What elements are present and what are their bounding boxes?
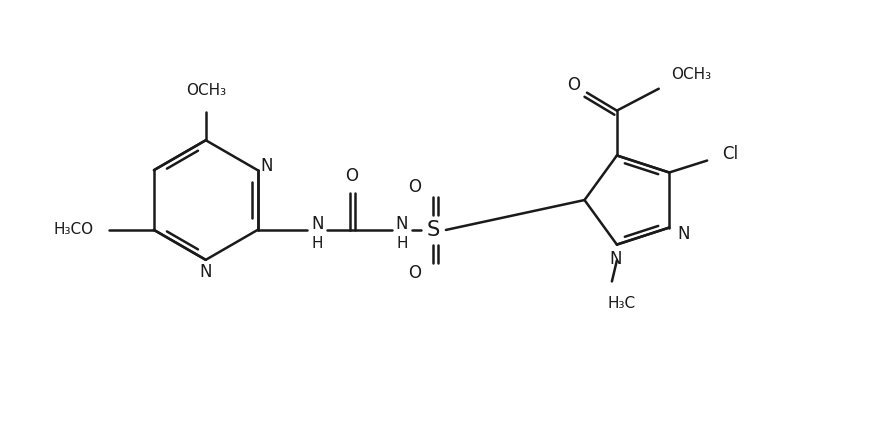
Text: N: N [311, 215, 324, 233]
Text: O: O [408, 178, 422, 196]
Text: Cl: Cl [722, 145, 739, 162]
Text: H₃C: H₃C [608, 296, 636, 311]
Text: OCH₃: OCH₃ [672, 67, 712, 82]
Text: H: H [312, 236, 323, 252]
Text: O: O [408, 264, 422, 282]
Text: O: O [568, 76, 580, 94]
Text: H₃CO: H₃CO [53, 222, 93, 238]
Text: O: O [345, 167, 358, 185]
Text: OCH₃: OCH₃ [186, 84, 226, 98]
Text: N: N [610, 249, 622, 268]
Text: S: S [426, 220, 440, 240]
Text: H: H [396, 236, 408, 252]
Text: N: N [677, 225, 690, 243]
Text: N: N [199, 263, 212, 281]
Text: N: N [395, 215, 408, 233]
Text: N: N [260, 157, 273, 175]
